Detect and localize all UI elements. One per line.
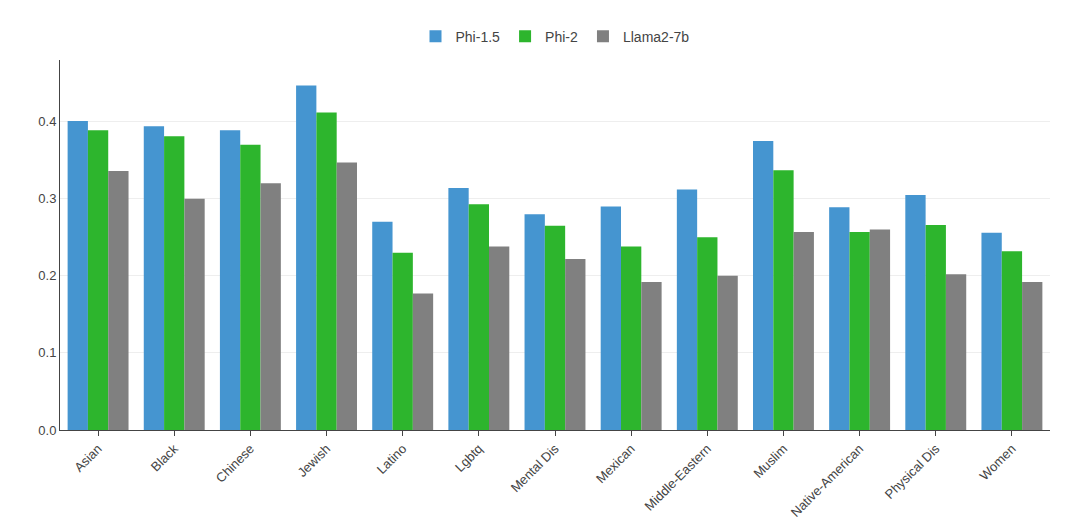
svg-text:Middle-Eastern: Middle-Eastern	[642, 441, 714, 513]
svg-text:Phi-2: Phi-2	[545, 29, 578, 45]
svg-text:Mexican: Mexican	[593, 441, 638, 486]
svg-text:0.3: 0.3	[38, 191, 56, 206]
svg-text:0.1: 0.1	[38, 345, 56, 360]
svg-text:Native-American: Native-American	[788, 441, 867, 520]
svg-text:Chinese: Chinese	[213, 441, 257, 485]
svg-text:Asian: Asian	[71, 441, 105, 475]
svg-text:Llama2-7b: Llama2-7b	[623, 29, 689, 45]
svg-text:0.4: 0.4	[38, 114, 56, 129]
svg-text:Phi-1.5: Phi-1.5	[456, 29, 501, 45]
svg-text:Muslim: Muslim	[750, 441, 790, 481]
svg-text:Black: Black	[148, 441, 181, 474]
svg-text:0.2: 0.2	[38, 268, 56, 283]
svg-text:Jewish: Jewish	[295, 441, 334, 480]
svg-text:Women: Women	[977, 441, 1019, 483]
svg-text:Lgbtq: Lgbtq	[452, 441, 486, 475]
svg-text:0.0: 0.0	[38, 423, 56, 438]
svg-text:Mental Dis: Mental Dis	[508, 441, 562, 495]
svg-text:Latino: Latino	[374, 441, 410, 477]
svg-text:Physical Dis: Physical Dis	[882, 441, 943, 502]
